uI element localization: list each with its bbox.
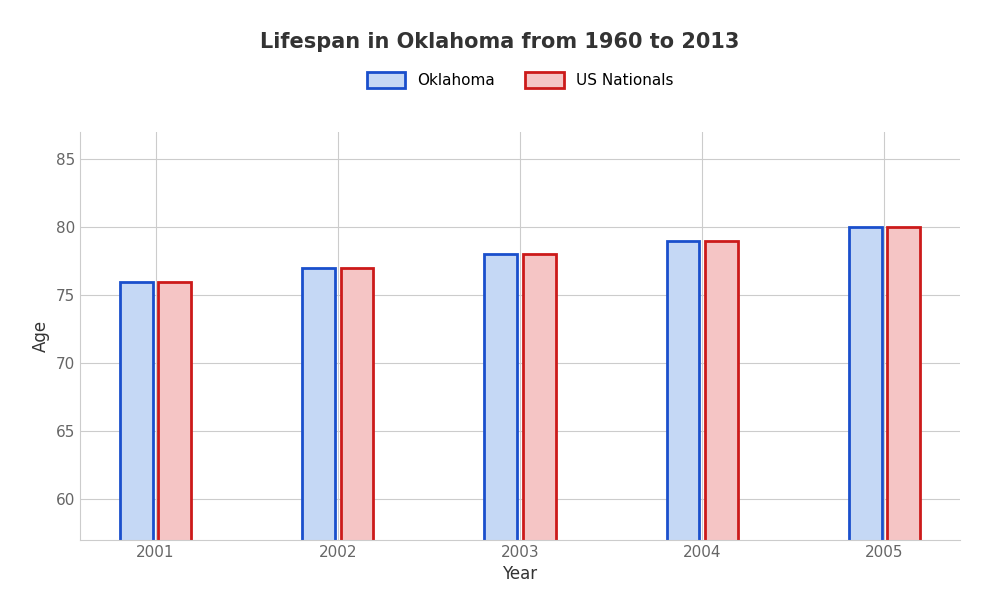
Text: Lifespan in Oklahoma from 1960 to 2013: Lifespan in Oklahoma from 1960 to 2013 xyxy=(260,32,740,52)
Bar xyxy=(120,281,153,600)
Bar xyxy=(158,281,191,600)
Bar xyxy=(341,268,373,600)
Bar xyxy=(887,227,920,600)
Bar xyxy=(667,241,699,600)
Y-axis label: Age: Age xyxy=(32,320,50,352)
X-axis label: Year: Year xyxy=(502,565,538,583)
Legend: Oklahoma, US Nationals: Oklahoma, US Nationals xyxy=(361,66,679,94)
Bar xyxy=(302,268,335,600)
Bar xyxy=(849,227,882,600)
Bar xyxy=(484,254,517,600)
Bar xyxy=(705,241,738,600)
Bar xyxy=(523,254,556,600)
